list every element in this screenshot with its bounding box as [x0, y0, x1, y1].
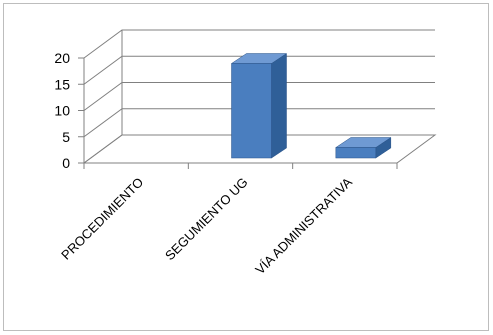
bar-2: [335, 137, 392, 159]
x-category-label-1: SEGUMIENTO UG: [162, 175, 251, 264]
gridline-5: [83, 108, 435, 138]
y-tick-label-10: 10: [54, 103, 70, 119]
bar-front-1: [231, 63, 272, 159]
y-tick-label-0: 0: [62, 155, 70, 171]
bar-side-1: [271, 53, 287, 159]
gridline-20: [83, 29, 435, 59]
y-tick-label-15: 15: [54, 76, 70, 92]
y-tick-label-5: 5: [62, 129, 70, 145]
gridline-10: [83, 82, 435, 111]
bar-1: [230, 53, 288, 159]
x-axis-labels: PROCEDIMIENTO SEGUMIENTO UG VÍA ADMINISTRA…: [58, 174, 355, 277]
x-category-label-0: PROCEDIMIENTO: [58, 175, 146, 263]
gridlines: [82, 29, 437, 169]
y-tick-label-20: 20: [54, 50, 70, 66]
gridline-15: [83, 55, 435, 85]
y-axis-ticks: 0 5 10 15 20: [54, 50, 84, 171]
x-category-label-2: VÍA ADMINISTRATIVA: [252, 174, 355, 277]
bar-front-2: [335, 147, 377, 159]
bars: [230, 53, 392, 159]
